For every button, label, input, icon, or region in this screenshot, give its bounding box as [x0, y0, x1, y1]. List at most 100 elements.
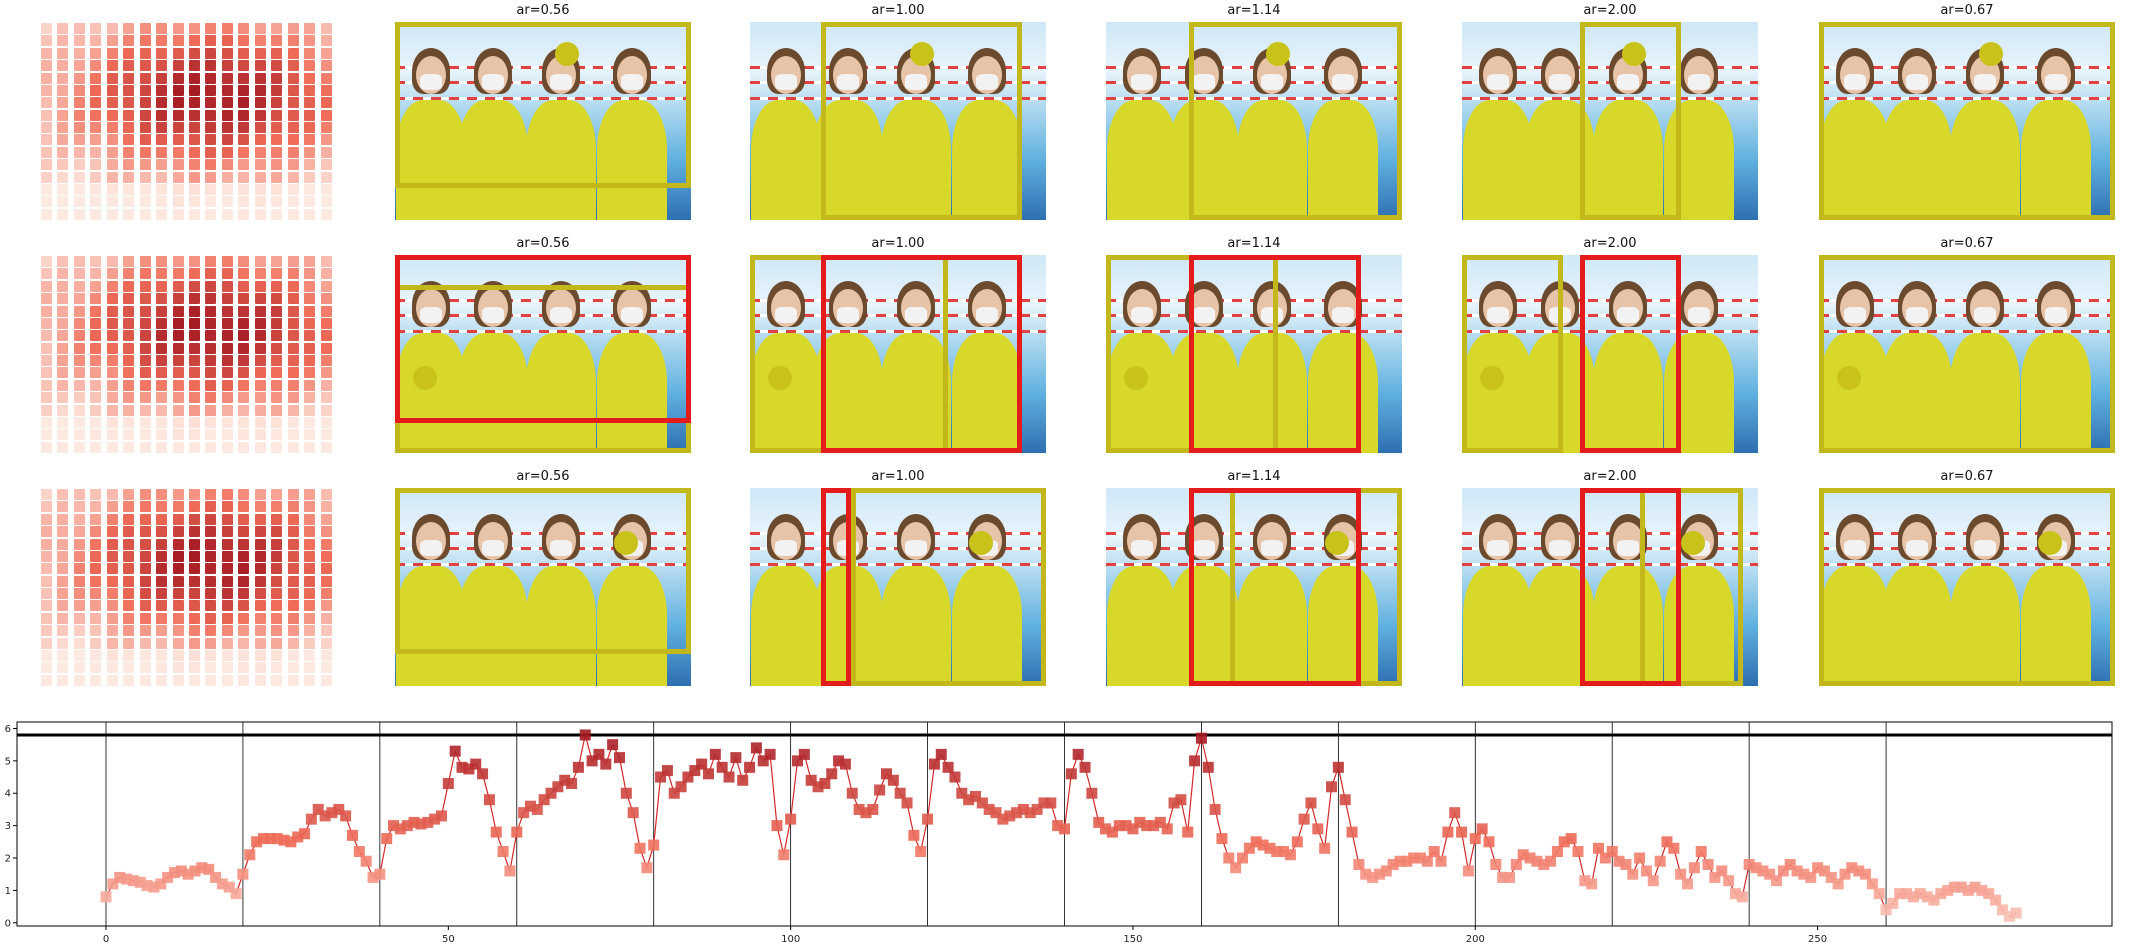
data-point	[949, 771, 961, 783]
heatmap-cell	[287, 489, 299, 500]
heatmap-cell	[189, 280, 200, 292]
heatmap-cell	[287, 109, 299, 121]
heatmap-cell	[221, 84, 233, 96]
heatmap-cell	[189, 513, 200, 525]
data-point	[1839, 868, 1851, 880]
crop-panel: ar=1.00	[750, 469, 1046, 686]
data-point	[1291, 836, 1303, 848]
data-point	[223, 881, 235, 893]
heatmap-cell	[238, 330, 250, 342]
face-mask	[1843, 74, 1866, 90]
heatmap-cell	[41, 501, 52, 513]
heatmap-cell	[304, 441, 316, 453]
heatmap-cell	[90, 97, 102, 109]
heatmap-cell	[287, 60, 299, 72]
heatmap-cell	[73, 489, 85, 500]
heatmap-cell	[106, 109, 118, 121]
data-point	[1627, 868, 1639, 880]
data-point	[785, 813, 797, 825]
data-point	[408, 816, 420, 828]
heatmap-cell	[123, 404, 135, 416]
heatmap-cell	[221, 367, 233, 379]
heatmap-cell	[123, 538, 135, 550]
heatmap-cell	[123, 146, 135, 158]
heatmap-cell	[221, 60, 233, 72]
heatmap-cell	[90, 416, 102, 428]
heatmap-cell	[221, 171, 233, 183]
heatmap-cell	[287, 550, 299, 562]
heatmap-cell	[156, 72, 168, 84]
heatmap-cell	[238, 305, 250, 317]
data-point	[1969, 881, 1981, 893]
face-mask	[774, 74, 797, 90]
heatmap-cell	[254, 146, 266, 158]
heatmap-cell	[57, 183, 69, 195]
heatmap-cell	[189, 342, 200, 354]
heatmap-cell	[172, 159, 184, 171]
data-point	[1469, 833, 1481, 845]
data-point	[874, 784, 886, 796]
heatmap-cell	[304, 429, 316, 441]
heatmap-cell	[156, 550, 168, 562]
data-point	[319, 810, 331, 822]
heatmap-cell	[254, 637, 266, 649]
data-point	[1257, 839, 1269, 851]
x-tick-label: 100	[781, 934, 800, 945]
heatmap-cell	[41, 513, 52, 525]
heatmap-cell	[106, 674, 118, 686]
heatmap-cell	[287, 649, 299, 661]
heatmap-cell	[106, 97, 118, 109]
pool-lane-rope	[750, 330, 1046, 334]
heatmap-cell	[57, 330, 69, 342]
athlete-figure	[1949, 100, 2020, 220]
heatmap-cell	[90, 196, 102, 208]
heatmap-cell	[57, 293, 69, 305]
heatmap-cell	[172, 563, 184, 575]
data-point	[1853, 865, 1865, 877]
athlete-figure	[880, 566, 951, 686]
heatmap-cell	[123, 122, 135, 133]
heatmap-cell	[320, 293, 332, 305]
heatmap-cell	[205, 122, 217, 133]
data-point	[853, 803, 865, 815]
data-point	[1640, 865, 1652, 877]
heatmap-cell	[123, 256, 135, 267]
heatmap-cell	[221, 293, 233, 305]
face-mask	[1843, 540, 1866, 556]
heatmap-cell	[304, 97, 316, 109]
heatmap-cell	[172, 575, 184, 587]
data-point	[257, 833, 269, 845]
data-point	[1380, 865, 1392, 877]
data-point	[689, 765, 701, 777]
heatmap-cell	[106, 588, 118, 599]
gaze-marker	[1123, 365, 1148, 390]
data-point	[1497, 871, 1509, 883]
data-point	[216, 878, 228, 890]
heatmap-cell	[139, 256, 151, 267]
heatmap-cell	[221, 134, 233, 146]
y-tick-label: 2	[5, 854, 11, 865]
heatmap-cell	[287, 97, 299, 109]
heatmap-cell	[106, 662, 118, 674]
podium-photo	[1819, 488, 2115, 686]
heatmap-cell	[106, 355, 118, 366]
heatmap-cell	[57, 501, 69, 513]
heatmap-cell	[123, 97, 135, 109]
data-point	[1127, 823, 1139, 835]
crop-panel: ar=0.56	[395, 236, 691, 453]
heatmap-cell	[254, 109, 266, 121]
heatmap-cell	[172, 134, 184, 146]
heatmap-cell	[139, 196, 151, 208]
heatmap-cell	[57, 367, 69, 379]
heatmap-cell	[320, 122, 332, 133]
heatmap-cell	[57, 208, 69, 220]
heatmap-cell	[123, 662, 135, 674]
heatmap-cell	[57, 563, 69, 575]
heatmap-cell	[41, 268, 52, 280]
heatmap-cell	[139, 355, 151, 366]
heatmap-cell	[254, 649, 266, 661]
heatmap-cell	[304, 588, 316, 599]
heatmap-cell	[57, 72, 69, 84]
heatmap-cell	[156, 317, 168, 329]
heatmap-cell	[287, 501, 299, 513]
